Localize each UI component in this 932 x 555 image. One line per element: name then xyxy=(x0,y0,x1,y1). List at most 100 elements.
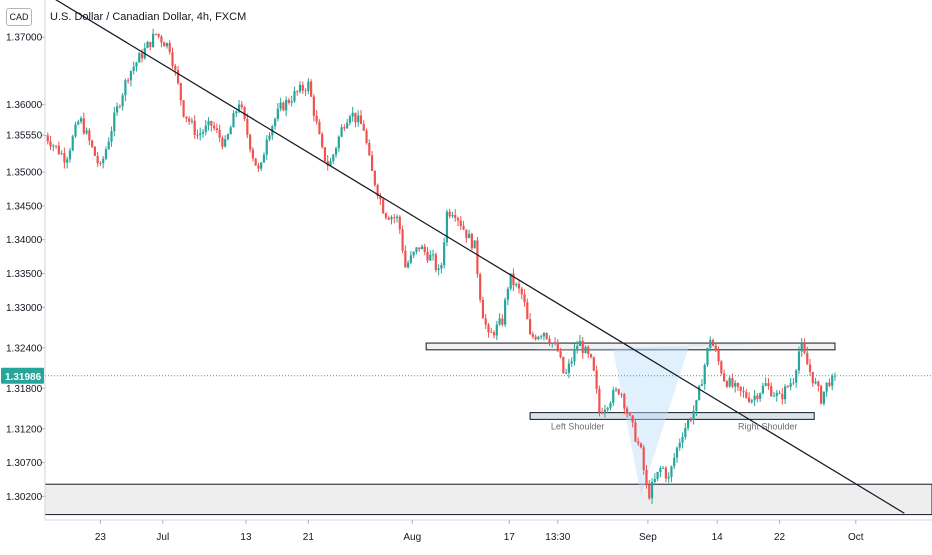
neckline-support-zone xyxy=(529,412,815,420)
candle xyxy=(96,151,99,168)
candle-body xyxy=(359,115,363,125)
candle xyxy=(775,389,778,402)
candle xyxy=(260,161,263,172)
candle xyxy=(348,114,352,126)
candle xyxy=(686,418,690,431)
candle-body xyxy=(379,196,382,200)
candle xyxy=(293,86,296,104)
candle-body xyxy=(293,91,296,102)
candle-body xyxy=(689,419,692,421)
candle-body xyxy=(692,410,695,420)
candle xyxy=(565,368,568,375)
candle-body xyxy=(174,66,177,71)
candle-body xyxy=(542,332,546,337)
candle xyxy=(334,146,338,158)
candle-body xyxy=(71,136,74,151)
candle-body xyxy=(775,392,778,396)
candle-body xyxy=(528,319,532,335)
candle-body xyxy=(426,251,429,261)
candle xyxy=(188,116,191,125)
candle xyxy=(418,247,421,252)
candle-body xyxy=(506,288,510,300)
candle xyxy=(135,61,138,72)
candle-body xyxy=(504,299,507,325)
candle-body xyxy=(265,139,268,155)
candle-body xyxy=(351,112,354,117)
candle xyxy=(639,442,643,449)
candle-body xyxy=(570,361,573,364)
candle-body xyxy=(368,142,371,156)
candle xyxy=(77,119,80,126)
candle-body xyxy=(237,104,241,112)
candle xyxy=(118,104,121,109)
candle xyxy=(528,313,532,335)
candle xyxy=(368,139,371,157)
candle xyxy=(307,78,310,95)
candle xyxy=(684,422,687,440)
candle xyxy=(736,382,740,391)
candle xyxy=(373,170,376,188)
y-tick-label: 1.32400 xyxy=(6,343,43,354)
candle-body xyxy=(49,141,52,147)
candle-body xyxy=(440,265,443,269)
candle-body xyxy=(456,218,460,221)
candle xyxy=(91,139,94,149)
candle-body xyxy=(346,122,349,129)
candle xyxy=(412,251,415,259)
candle xyxy=(759,392,762,402)
candle-body xyxy=(551,342,554,344)
candle-body xyxy=(152,33,155,47)
candle-body xyxy=(512,273,515,286)
candle xyxy=(201,129,205,138)
currency-badge[interactable]: CAD xyxy=(6,8,32,26)
candle xyxy=(617,388,620,396)
candle xyxy=(512,268,515,292)
candle xyxy=(249,133,252,153)
candle-body xyxy=(221,137,224,147)
candle-body xyxy=(509,273,512,289)
candle-body xyxy=(462,226,465,230)
candle xyxy=(312,94,315,122)
candle-body xyxy=(315,115,318,122)
candle xyxy=(481,296,485,319)
candle xyxy=(795,368,798,388)
candle-body xyxy=(648,484,651,499)
candle xyxy=(359,109,363,125)
candle xyxy=(714,342,717,353)
candle-body xyxy=(334,148,338,155)
candle xyxy=(656,471,659,482)
candle-body xyxy=(781,393,784,400)
candle xyxy=(534,334,537,341)
candle-body xyxy=(321,134,324,148)
candle xyxy=(384,212,388,220)
candle-body xyxy=(759,393,762,400)
x-tick-label: Aug xyxy=(403,532,421,543)
annotations-layer: Left Shoulder Right Shoulder xyxy=(551,421,798,431)
candle xyxy=(650,478,654,505)
candle xyxy=(806,346,809,365)
candle-body xyxy=(667,476,670,479)
candle-body xyxy=(340,127,343,137)
candle-body xyxy=(531,334,534,337)
candle-body xyxy=(792,382,795,384)
candle xyxy=(645,465,648,489)
candle xyxy=(226,133,230,141)
candle xyxy=(723,369,726,383)
candle xyxy=(165,42,169,49)
candle xyxy=(273,117,277,130)
candle-body xyxy=(257,165,260,169)
candle xyxy=(467,229,471,239)
candle xyxy=(179,82,182,106)
candle-body xyxy=(282,102,285,111)
candle xyxy=(465,229,468,243)
candle-body xyxy=(190,120,194,122)
candle xyxy=(631,415,634,428)
candle-body xyxy=(831,375,834,386)
y-tick-label: 1.35550 xyxy=(6,131,43,142)
candle xyxy=(124,78,127,102)
candle-body xyxy=(362,124,365,131)
candle xyxy=(60,150,63,156)
candle xyxy=(612,386,615,407)
